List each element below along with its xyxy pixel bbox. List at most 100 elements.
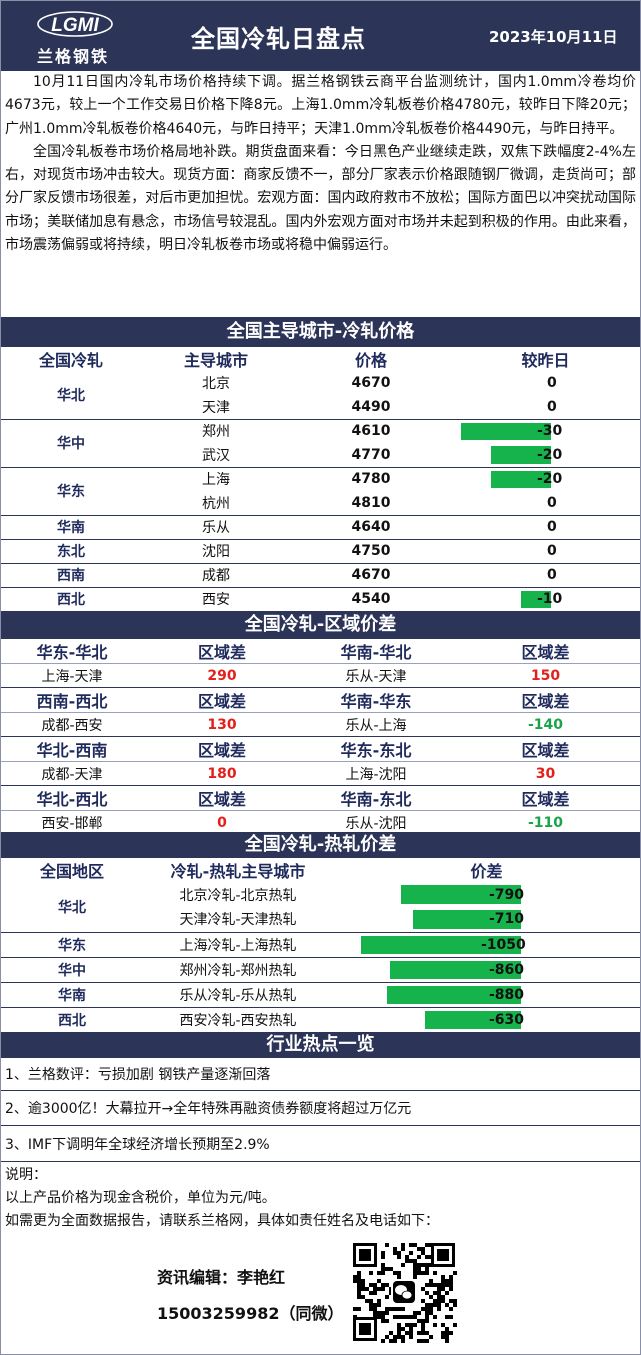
city-name: 西安: [141, 587, 291, 612]
price-value: 4780: [351, 471, 391, 488]
qr-module: [409, 1327, 413, 1331]
hotcold-table-body: 华北 北京冷轧-北京热轧 -790 天津冷轧-天津热轧 -710 华东 上海冷轧-上海热轧 -…: [1, 882, 640, 1033]
qr-module: [357, 1271, 361, 1275]
qr-module: [453, 1271, 457, 1275]
qr-module: [353, 1275, 357, 1279]
qr-module: [385, 1283, 389, 1287]
price-row: 华中 郑州 4610 -30: [1, 419, 640, 468]
qr-module: [385, 1243, 389, 1247]
qr-module: [453, 1299, 457, 1303]
qr-module: [425, 1271, 429, 1275]
qr-module: [425, 1319, 429, 1323]
region-diff-label: 区域差: [143, 687, 301, 713]
region-diff-value: -110: [451, 810, 640, 835]
qr-module: [441, 1295, 445, 1299]
price-row: 华南 乐从 4640 0: [1, 515, 640, 540]
city-name: 杭州: [141, 491, 291, 516]
qr-module: [425, 1311, 429, 1315]
qr-module: [369, 1307, 373, 1311]
region-label: 华东: [1, 932, 143, 958]
qr-module: [417, 1271, 421, 1275]
qr-module: [421, 1323, 425, 1327]
hot-topic-item[interactable]: 3、IMF下调明年全球经济增长预期至2.9%: [1, 1126, 640, 1162]
price-value: 4640: [291, 515, 451, 540]
qr-module: [353, 1307, 357, 1311]
price-value: 4670: [351, 375, 391, 391]
region-pair-label: 华北-西南: [1, 736, 143, 762]
hotcold-pair: 乐从冷轧-乐从热轧: [143, 982, 333, 1008]
hotcold-row: 华中 郑州冷轧-郑州热轧 -860: [1, 957, 640, 983]
qr-module: [397, 1335, 401, 1339]
summary-paragraph-1: 10月11日国内冷轧市场价格持续下调。据兰格钢铁云商平台监测统计，国内1.0mm…: [5, 74, 636, 137]
region-diff-value: 290: [143, 663, 301, 688]
hot-topic-item[interactable]: 2、逾3000亿！大幕拉开→全年特殊再融资债券额度将超过万亿元: [1, 1091, 640, 1126]
qr-module: [441, 1283, 445, 1287]
qr-module: [421, 1271, 425, 1275]
qr-module: [433, 1271, 437, 1275]
qr-module: [413, 1271, 417, 1275]
price-row: 东北 沈阳 4750 0: [1, 539, 640, 564]
region-diff-label: 区域差: [451, 638, 640, 664]
qr-module: [369, 1299, 373, 1303]
change-cell: 0: [451, 371, 640, 395]
region-label: 华北: [1, 371, 141, 420]
region-route: 乐从-天津: [301, 663, 451, 688]
qr-module: [421, 1263, 425, 1267]
hot-topic-text[interactable]: 3、IMF下调明年全球经济增长预期至2.9%: [5, 1136, 270, 1153]
qr-module: [425, 1243, 429, 1247]
change-value: 0: [547, 494, 557, 511]
editor-phone: 15003259982（同微）: [157, 1304, 344, 1323]
city-name: 成都: [141, 563, 291, 588]
qr-module: [449, 1331, 453, 1335]
hotcold-row: 西北 西安冷轧-西安热轧 -630: [1, 1007, 640, 1033]
qr-module: [405, 1255, 409, 1259]
price-col-change: 较昨日: [521, 351, 570, 370]
hot-topic-item[interactable]: 1、兰格数评：亏损加剧 钢铁产量逐渐回落: [1, 1058, 640, 1091]
hotcold-value: -630: [489, 1011, 525, 1028]
hotcold-table-header: 全国地区 冷轧-热轧主导城市 价差: [1, 858, 640, 882]
qr-module: [401, 1243, 405, 1247]
hotcold-section-title: 全国冷轧-热轧价差: [1, 832, 640, 858]
qr-module: [373, 1311, 377, 1315]
qr-module: [449, 1299, 453, 1303]
region-pair-row: 西安-邯郸 0 乐从-沈阳 -110: [1, 810, 640, 835]
hotcold-col-diff: 价差: [470, 862, 503, 881]
qr-module: [445, 1279, 449, 1283]
qr-module: [369, 1303, 373, 1307]
qr-module: [453, 1323, 457, 1327]
qr-module: [393, 1247, 397, 1251]
hot-topic-text[interactable]: 2、逾3000亿！大幕拉开→全年特殊再融资债券额度将超过万亿元: [5, 1101, 412, 1117]
qr-code-icon[interactable]: [351, 1241, 457, 1343]
qr-module: [377, 1279, 381, 1283]
qr-module: [421, 1327, 425, 1331]
qr-module: [397, 1331, 401, 1335]
qr-module: [417, 1331, 421, 1335]
qr-module: [373, 1307, 377, 1311]
qr-module: [385, 1335, 389, 1339]
hotcold-value-cell: -630: [333, 1007, 640, 1033]
qr-module: [449, 1307, 453, 1311]
region-pair-row: 成都-天津 180 上海-沈阳 30: [1, 761, 640, 786]
qr-module: [429, 1303, 433, 1307]
region-route: 成都-天津: [1, 761, 143, 786]
qr-module: [401, 1335, 405, 1339]
qr-module: [401, 1263, 405, 1267]
region-pair-label: 华南-华东: [301, 687, 451, 713]
region-pair-label: 华东-华北: [1, 638, 143, 664]
region-section-title: 全国冷轧-区域价差: [1, 612, 640, 638]
hotcold-value-cell: -880: [333, 982, 640, 1008]
hot-topic-text[interactable]: 1、兰格数评：亏损加剧 钢铁产量逐渐回落: [5, 1067, 271, 1083]
qr-module: [433, 1303, 437, 1307]
qr-module: [437, 1283, 441, 1287]
hotcold-table: 全国地区 冷轧-热轧主导城市 价差 华北 北京冷轧-北京热轧 -790 天津冷轧-天津…: [1, 858, 640, 1033]
change-cell: -20: [451, 467, 640, 491]
hotcold-row: 华东 上海冷轧-上海热轧 -1050: [1, 932, 640, 958]
qr-module: [453, 1303, 457, 1307]
hotcold-pair: 上海冷轧-上海热轧: [143, 932, 333, 958]
hotcold-bar: [425, 1010, 521, 1029]
region-pair-label: 华东-东北: [301, 736, 451, 762]
hot-topics-title: 行业热点一览: [1, 1032, 640, 1058]
region-route: 西安-邯郸: [1, 810, 143, 835]
change-value: 0: [547, 519, 557, 535]
qr-module: [413, 1311, 417, 1315]
